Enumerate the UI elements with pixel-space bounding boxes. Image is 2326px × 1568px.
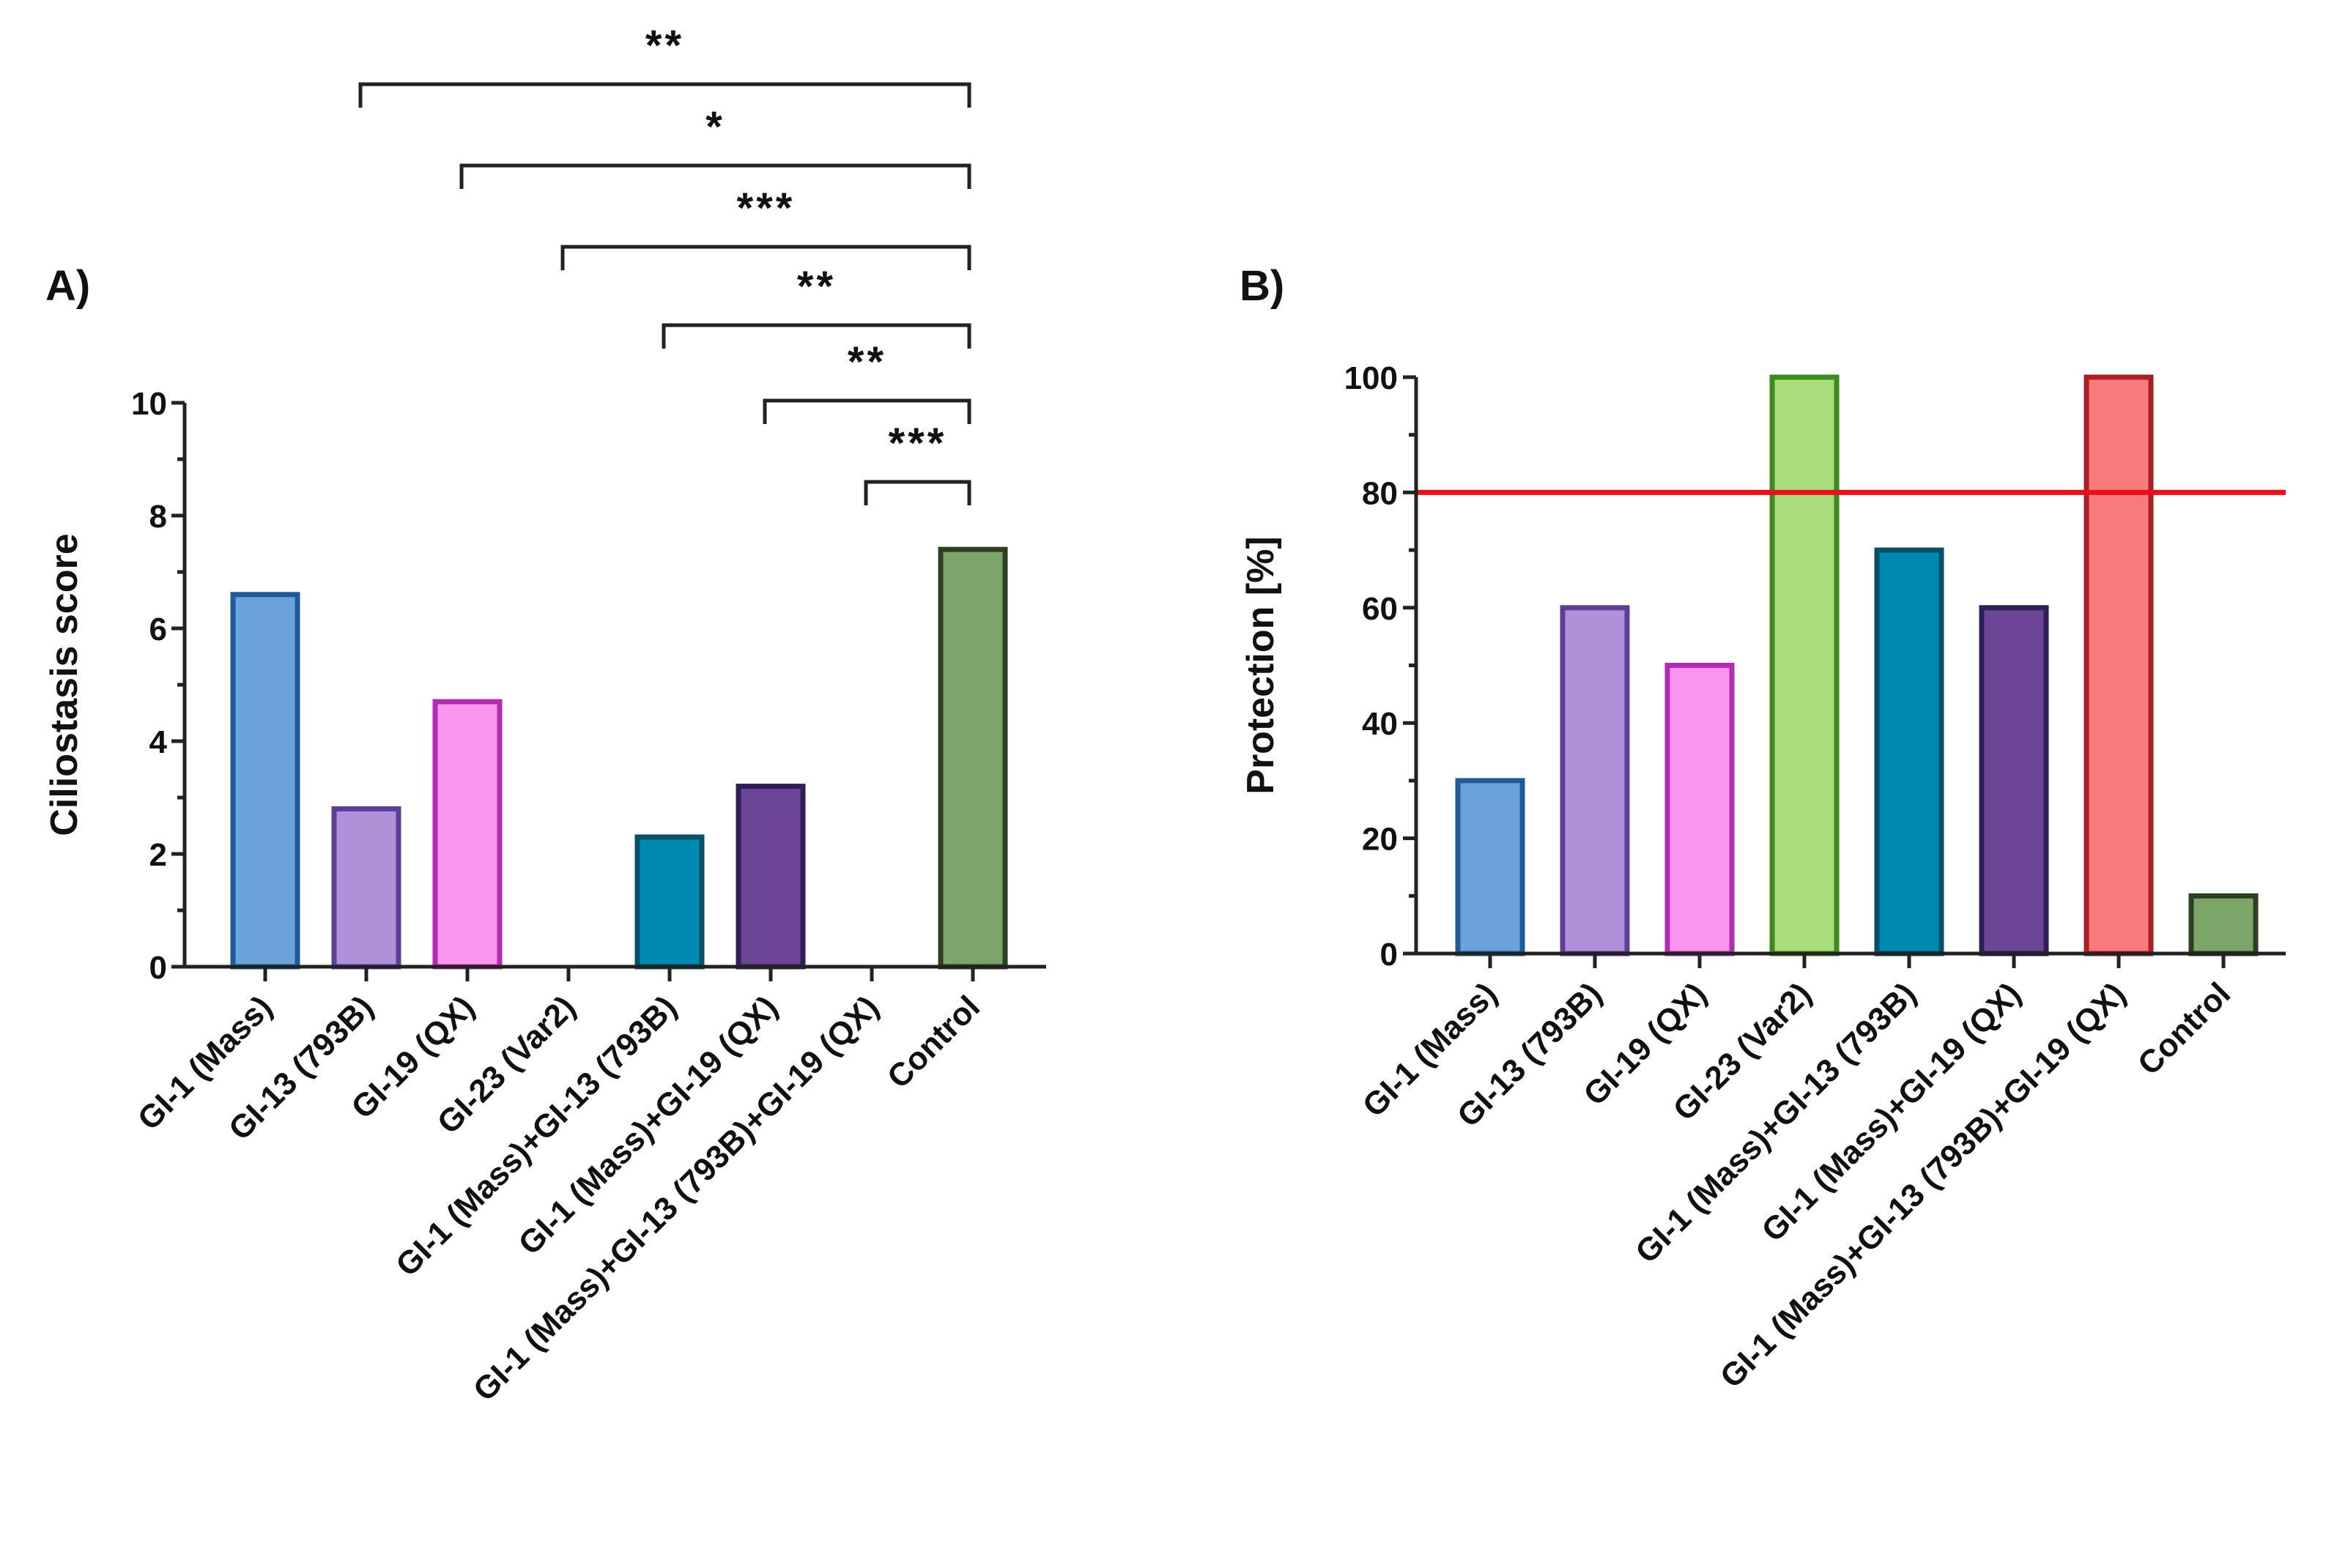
panel-a-category-label-control: Control (881, 989, 987, 1095)
panel-b-y-tick-label: 0 (1380, 937, 1398, 973)
panel-b-bar-gi-1-mass-gi-13-793b-gi-19-qx (2084, 374, 2154, 956)
panel-a-significance-label: * (705, 103, 725, 151)
panel-a-significance-bracket (459, 163, 971, 189)
panel-a-y-tick-label: 0 (149, 950, 167, 986)
panel-b-bar-gi-19-qx (1664, 663, 1735, 956)
panel-a-y-tick-label: 6 (149, 612, 167, 647)
panel-b-category-label-control: Control (2131, 976, 2237, 1082)
panel-a-bar-control (938, 546, 1008, 970)
panel-a-bar-gi-13-793b (331, 806, 401, 970)
panel-b-y-tick-label: 80 (1362, 475, 1398, 511)
panel-a-y-axis-title: Ciliostasis score (43, 533, 86, 836)
panel-b-bar-control (2188, 893, 2259, 956)
panel-a-significance-bracket (763, 398, 971, 424)
panel-b-y-tick-label: 60 (1362, 591, 1398, 627)
panel-a-y-tick-label: 4 (149, 724, 168, 760)
panel-a-bar-gi-19-qx (432, 699, 503, 970)
panel-a-bar-gi-1-mass (230, 592, 300, 970)
panel-b-y-tick-label: 20 (1362, 822, 1398, 858)
panel-b-bar-gi-1-mass-gi-13-793b (1874, 547, 1944, 956)
panel-a-significance-bracket (662, 323, 971, 349)
panel-b-bar-gi-1-mass-gi-19-qx (1979, 605, 2049, 956)
panel-a-significance-bracket (560, 245, 971, 270)
panel-a-y-tick-label: 2 (149, 837, 167, 873)
panel-a-significance-label: ** (645, 22, 684, 70)
panel-a-significance-label: ** (848, 338, 886, 386)
panel-a-y-tick-label: 8 (149, 499, 167, 535)
panel-a-bar-gi-1-mass-gi-19-qx (736, 784, 806, 970)
panel-b-y-axis-title: Protection [%] (1240, 536, 1282, 794)
panel-a-y-tick-label: 10 (131, 386, 167, 422)
panel-a-bar-gi-1-mass-gi-13-793b (634, 834, 705, 970)
panel-a-significance-bracket (358, 82, 971, 108)
panel-b-y-tick-label: 40 (1362, 706, 1398, 742)
panel-a-label: A) (45, 262, 90, 310)
panel-b-bar-gi-13-793b (1560, 605, 1630, 956)
panel-b-y-tick-label: 100 (1344, 360, 1398, 396)
panel-a-significance-label: *** (737, 185, 796, 232)
panel-a-significance-label: *** (889, 420, 947, 467)
panel-a-significance-bracket (864, 480, 971, 505)
panel-b-bar-gi-23-var2 (1769, 374, 1840, 956)
panel-b-label: B) (1240, 262, 1284, 310)
panel-b-bar-gi-1-mass (1455, 778, 1525, 956)
panel-a-significance-label: ** (797, 263, 836, 311)
